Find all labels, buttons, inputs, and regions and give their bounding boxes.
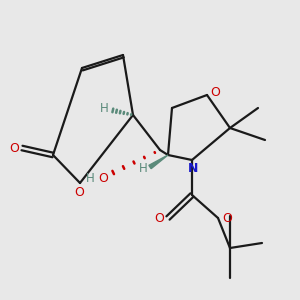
Text: H: H: [85, 172, 94, 184]
Text: O: O: [210, 85, 220, 98]
Text: N: N: [188, 161, 198, 175]
Text: O: O: [98, 172, 108, 184]
Text: O: O: [9, 142, 19, 154]
Polygon shape: [149, 155, 168, 169]
Text: H: H: [100, 103, 108, 116]
Text: O: O: [222, 212, 232, 226]
Text: O: O: [74, 185, 84, 199]
Text: O: O: [154, 212, 164, 226]
Text: H: H: [139, 161, 147, 175]
